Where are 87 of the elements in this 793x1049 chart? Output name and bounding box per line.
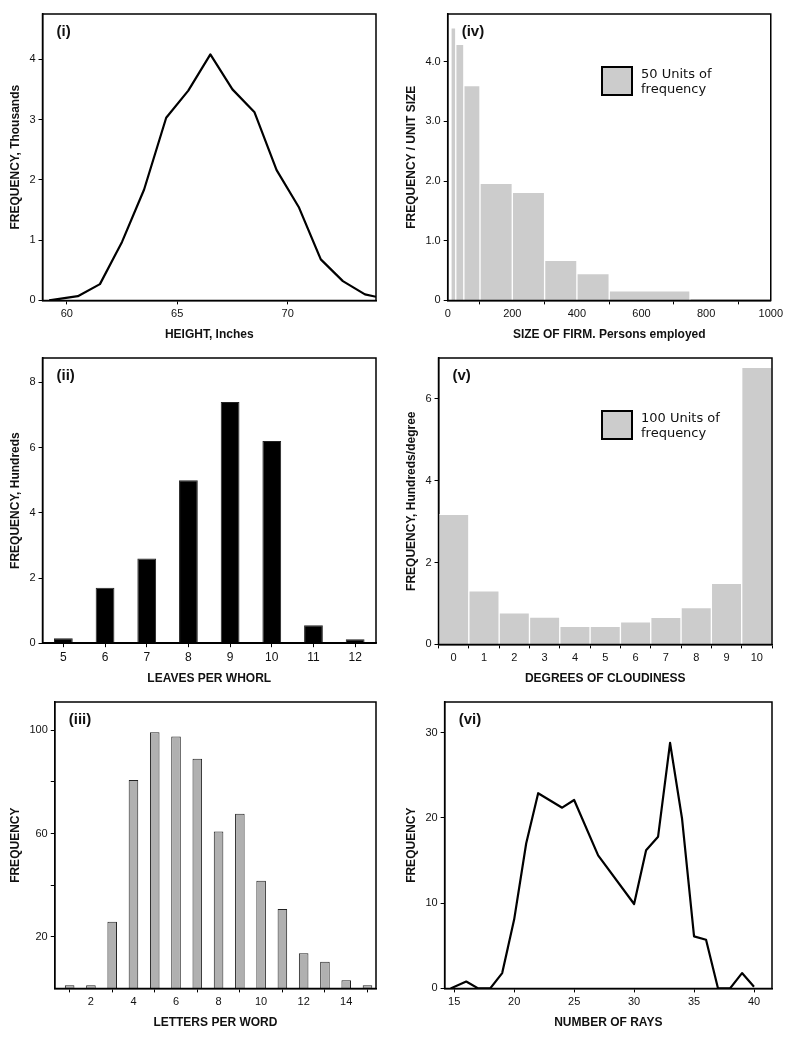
y-tick-label: 2 bbox=[29, 172, 36, 185]
x-tick-label: 0 bbox=[444, 307, 451, 320]
x-tick-label: 4 bbox=[571, 651, 578, 664]
y-tick-label: 1 bbox=[29, 233, 36, 246]
y-tick-label: 20 bbox=[35, 929, 48, 942]
y-axis-title: FREQUENCY / UNIT SIZE bbox=[403, 85, 418, 229]
text: (vi) bbox=[458, 709, 482, 727]
y-tick-label: 2 bbox=[425, 555, 432, 568]
x-tick-label: 400 bbox=[567, 307, 587, 320]
text: (iv) bbox=[461, 21, 485, 39]
y-tick-label: 3 bbox=[29, 112, 36, 125]
y-axis-title: FREQUENCY, Hundreds bbox=[7, 431, 22, 569]
y-tick-label: 8 bbox=[29, 375, 36, 388]
x-tick-label: 65 bbox=[171, 307, 184, 320]
y-tick-label: 20 bbox=[425, 810, 438, 823]
x-tick-label: 10 bbox=[254, 995, 268, 1008]
y-tick-label: 0 bbox=[431, 981, 438, 994]
y-tick-label: 100 bbox=[29, 723, 48, 736]
x-tick-label: 10 bbox=[750, 651, 763, 664]
x-tick-label: 25 bbox=[568, 995, 581, 1008]
x-tick-label: 7 bbox=[143, 649, 151, 664]
x-tick-label: 800 bbox=[696, 307, 716, 320]
text: (ii) bbox=[56, 365, 75, 383]
x-tick-label: 2 bbox=[511, 651, 518, 664]
x-tick-label: 3 bbox=[541, 651, 548, 664]
x-tick-label: 14 bbox=[340, 995, 353, 1008]
x-axis-title: HEIGHT, Inches bbox=[164, 327, 254, 342]
x-tick-label: 8 bbox=[693, 651, 700, 664]
y-tick-label: 6 bbox=[425, 391, 432, 404]
y-tick-label: 4 bbox=[29, 505, 36, 518]
y-axis-title: FREQUENCY bbox=[403, 807, 418, 883]
x-tick-label: 600 bbox=[632, 307, 651, 320]
annotation: 50 Units of frequency bbox=[641, 66, 713, 96]
y-tick-label: 4.0 bbox=[425, 54, 441, 67]
y-axis-title: FREQUENCY, Thousands bbox=[7, 84, 22, 230]
y-tick-label: 60 bbox=[35, 826, 48, 839]
y-tick-label: 10 bbox=[425, 896, 438, 909]
x-tick-label: 0 bbox=[450, 651, 457, 664]
y-tick-label: 0 bbox=[425, 637, 432, 650]
x-tick-label: 4 bbox=[130, 995, 137, 1008]
x-tick-label: 15 bbox=[448, 995, 461, 1008]
y-tick-label: 0 bbox=[29, 636, 36, 649]
x-tick-label: 70 bbox=[281, 307, 294, 320]
x-tick-label: 12 bbox=[297, 995, 310, 1008]
y-tick-label: 4 bbox=[29, 52, 36, 65]
x-tick-label: 35 bbox=[687, 995, 701, 1008]
text: (i) bbox=[56, 21, 71, 39]
x-tick-label: 10 bbox=[265, 649, 279, 664]
y-axis-title: FREQUENCY, Hundreds/degree bbox=[403, 411, 418, 591]
x-tick-label: 12 bbox=[348, 649, 363, 664]
y-tick-label: 0 bbox=[29, 293, 36, 306]
x-axis-title: NUMBER OF RAYS bbox=[554, 1015, 663, 1030]
y-tick-label: 3.0 bbox=[425, 114, 441, 127]
x-tick-label: 6 bbox=[172, 995, 180, 1008]
x-tick-label: 7 bbox=[662, 651, 669, 664]
y-tick-label: 30 bbox=[425, 725, 438, 738]
x-tick-label: 9 bbox=[226, 649, 234, 664]
x-tick-label: 6 bbox=[632, 651, 639, 664]
x-tick-label: 5 bbox=[602, 651, 609, 664]
text: (iii) bbox=[68, 709, 92, 727]
x-axis-title: SIZE OF FIRM. Persons employed bbox=[512, 327, 706, 342]
x-axis-title: LETTERS PER WORD bbox=[153, 1015, 278, 1030]
annotation: 100 Units of frequency bbox=[641, 410, 721, 440]
y-axis-title: FREQUENCY bbox=[7, 807, 22, 883]
x-tick-label: 1 bbox=[480, 651, 488, 664]
x-tick-label: 6 bbox=[101, 649, 109, 664]
x-tick-label: 11 bbox=[307, 649, 321, 664]
x-axis-title: DEGREES OF CLOUDINESS bbox=[524, 671, 686, 686]
y-tick-label: 4 bbox=[425, 473, 432, 486]
x-tick-label: 40 bbox=[747, 995, 761, 1008]
y-tick-label: 2.0 bbox=[425, 174, 441, 187]
y-tick-label: 6 bbox=[29, 440, 36, 453]
y-tick-label: 0 bbox=[434, 293, 441, 306]
y-tick-label: 1.0 bbox=[425, 233, 441, 246]
x-tick-label: 1000 bbox=[758, 307, 784, 320]
x-tick-label: 8 bbox=[215, 995, 222, 1008]
x-tick-label: 9 bbox=[723, 651, 730, 664]
x-tick-label: 8 bbox=[185, 649, 193, 664]
x-tick-label: 2 bbox=[87, 995, 94, 1008]
x-axis-title: LEAVES PER WHORL bbox=[147, 671, 272, 686]
x-tick-label: 5 bbox=[60, 649, 68, 664]
x-tick-label: 200 bbox=[503, 307, 522, 320]
x-tick-label: 60 bbox=[60, 307, 73, 320]
x-tick-label: 20 bbox=[508, 995, 521, 1008]
x-tick-label: 30 bbox=[627, 995, 641, 1008]
y-tick-label: 2 bbox=[29, 571, 36, 584]
text: (v) bbox=[452, 365, 471, 383]
